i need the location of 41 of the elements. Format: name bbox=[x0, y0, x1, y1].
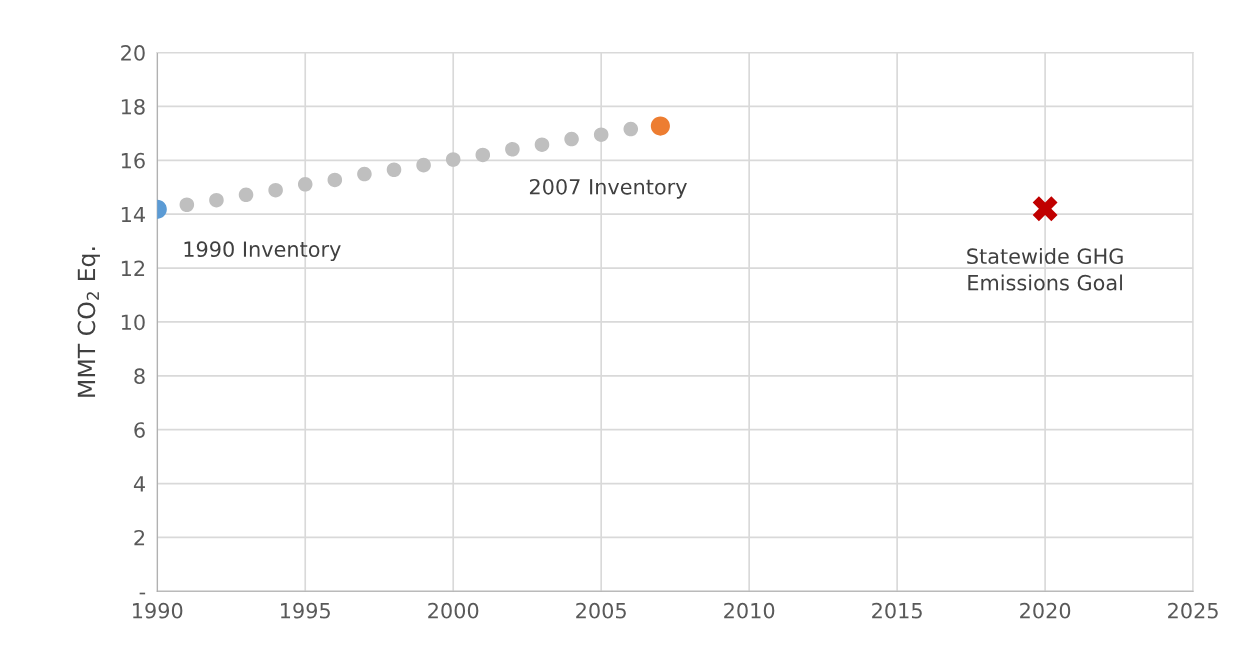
y-tick-label: 12 bbox=[121, 260, 145, 276]
y-tick-label: - bbox=[139, 592, 146, 595]
annotation: 1990 Inventory bbox=[184, 241, 341, 262]
x-tick-label: 1990 bbox=[133, 602, 183, 619]
point bbox=[416, 157, 431, 173]
annotation: Statewide GHG Emissions Goal bbox=[967, 247, 1123, 291]
point bbox=[297, 177, 313, 192]
x-tick-label: 2025 bbox=[1168, 602, 1218, 619]
point bbox=[650, 116, 670, 136]
x-tick-label: 2015 bbox=[872, 602, 922, 619]
x-tick-label: 1995 bbox=[281, 602, 330, 619]
point bbox=[386, 162, 402, 178]
y-axis-title: MMT CO$_{2}$ Eq. bbox=[77, 247, 100, 397]
point bbox=[534, 137, 550, 152]
y-tick-label: 16 bbox=[121, 152, 145, 169]
point bbox=[209, 192, 224, 208]
point bbox=[505, 141, 520, 157]
x-tick-label: 2020 bbox=[1020, 602, 1071, 619]
y-tick-label: 14 bbox=[121, 206, 145, 223]
y-tick-label: 4 bbox=[133, 476, 145, 492]
point bbox=[179, 197, 195, 213]
point bbox=[475, 147, 491, 163]
y-tick-label: 8 bbox=[134, 368, 145, 385]
point bbox=[445, 152, 461, 167]
point bbox=[623, 121, 639, 137]
point bbox=[327, 172, 343, 188]
point bbox=[268, 182, 283, 198]
point bbox=[564, 131, 579, 147]
y-tick-label: 18 bbox=[121, 98, 145, 115]
x-tick-label: 2010 bbox=[724, 602, 775, 619]
x-tick-label: 2005 bbox=[576, 602, 626, 619]
point bbox=[593, 127, 609, 142]
y-tick-label: 2 bbox=[134, 529, 145, 546]
point bbox=[1032, 196, 1058, 222]
y-tick-label: 10 bbox=[121, 314, 145, 331]
point bbox=[357, 166, 372, 182]
point bbox=[238, 187, 254, 203]
x-tick-label: 2000 bbox=[428, 602, 479, 619]
y-tick-label: 6 bbox=[134, 422, 145, 438]
annotation: 2007 Inventory bbox=[529, 178, 687, 199]
y-tick-label: 20 bbox=[121, 45, 145, 61]
